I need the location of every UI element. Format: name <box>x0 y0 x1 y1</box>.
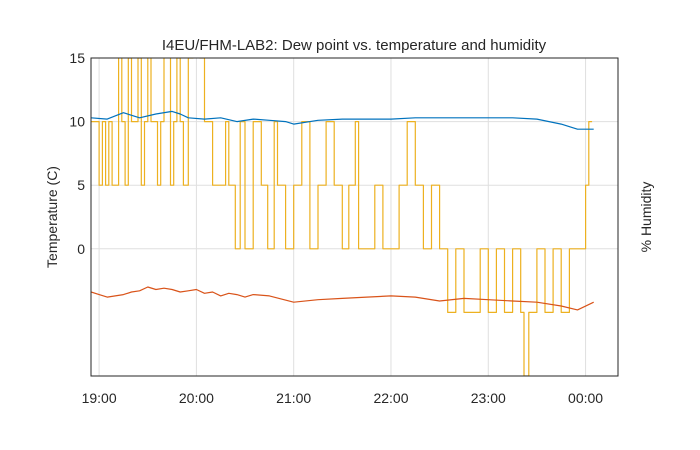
chart-title: I4EU/FHM-LAB2: Dew point vs. temperature… <box>162 37 547 54</box>
dew-point-line <box>91 286 594 311</box>
plot-background <box>91 58 618 376</box>
x-tick-label: 20:00 <box>179 390 214 406</box>
x-tick-label: 00:00 <box>568 390 603 406</box>
humidity-line <box>91 58 593 376</box>
y-tick-label: 15 <box>69 50 85 66</box>
y-axis-label-right: % Humidity <box>638 182 654 253</box>
x-tick-label: 19:00 <box>82 390 117 406</box>
tick-labels: 19:00 20:00 21:00 22:00 23:00 00:00 0 5 10 15 <box>69 50 603 406</box>
y-tick-label: 5 <box>77 177 85 193</box>
x-tick-label: 23:00 <box>471 390 506 406</box>
x-tick-label: 21:00 <box>276 390 311 406</box>
x-tick-label: 22:00 <box>373 390 408 406</box>
y-tick-label: 10 <box>69 114 85 130</box>
y-tick-label: 0 <box>77 241 85 257</box>
temperature-line <box>91 110 594 130</box>
plot-frame <box>90 57 619 377</box>
y-axis-label-left: Temperature (C) <box>44 166 60 268</box>
series-layer <box>91 58 594 376</box>
